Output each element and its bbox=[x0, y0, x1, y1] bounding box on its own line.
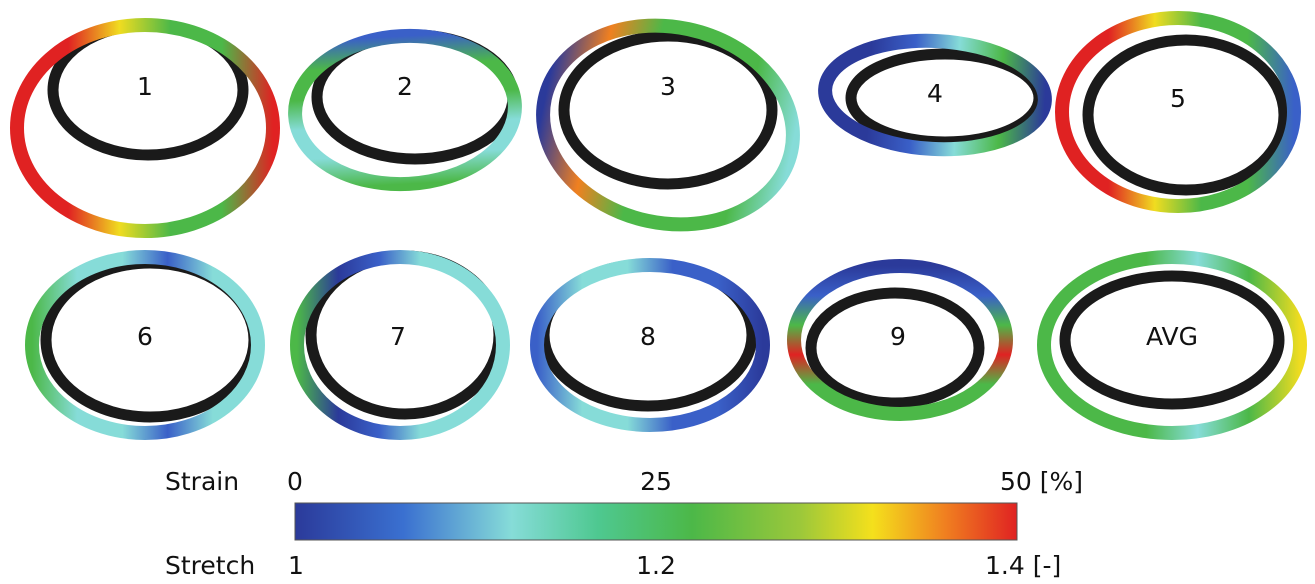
strain-ring bbox=[291, 30, 518, 189]
panel-label: 6 bbox=[137, 322, 153, 351]
panel-label: 3 bbox=[660, 72, 676, 101]
black-ring bbox=[1088, 40, 1284, 190]
strain-tick: 25 bbox=[640, 467, 672, 496]
panel-label: 4 bbox=[927, 79, 943, 108]
strain-tick: 50 [%] bbox=[1000, 467, 1083, 496]
stretch-tick: 1.2 bbox=[636, 551, 676, 580]
stretch-tick: 1 bbox=[288, 551, 304, 580]
panel-label: 5 bbox=[1170, 84, 1186, 113]
strain-ring bbox=[17, 25, 273, 231]
panel-label: AVG bbox=[1146, 322, 1198, 351]
rings bbox=[17, 3, 1300, 433]
strain-tick: 0 bbox=[287, 467, 303, 496]
stretch-tick: 1.4 [-] bbox=[985, 551, 1061, 580]
stretch-label: Stretch bbox=[165, 551, 255, 580]
panel-label: 1 bbox=[137, 72, 153, 101]
panel-label: 7 bbox=[390, 322, 406, 351]
figure: 123456789AVG Strain 0 25 50 [%] Stretch … bbox=[0, 0, 1315, 584]
panel-label: 9 bbox=[890, 322, 906, 351]
colorbar bbox=[295, 503, 1017, 540]
panel-label: 2 bbox=[397, 72, 413, 101]
black-ring bbox=[851, 54, 1039, 142]
strain-label: Strain bbox=[165, 467, 239, 496]
panel-label: 8 bbox=[640, 322, 656, 351]
